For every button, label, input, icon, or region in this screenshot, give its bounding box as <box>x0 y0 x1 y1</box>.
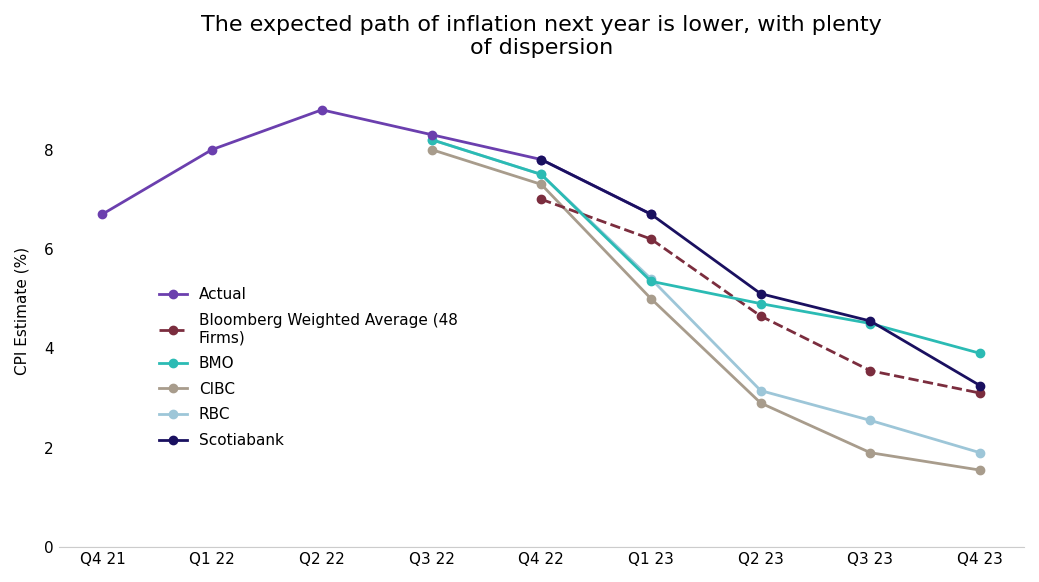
CIBC <box>535 181 548 188</box>
CIBC <box>425 146 437 153</box>
Line: BMO: BMO <box>427 136 984 357</box>
Actual <box>97 211 109 218</box>
CIBC <box>754 399 767 406</box>
Line: CIBC: CIBC <box>427 146 984 474</box>
Actual <box>645 211 658 218</box>
BMO <box>754 300 767 307</box>
Actual <box>316 107 328 113</box>
Scotiabank <box>645 211 658 218</box>
Bloomberg Weighted Average (48
Firms) <box>535 196 548 203</box>
Line: Scotiabank: Scotiabank <box>537 155 984 390</box>
Line: RBC: RBC <box>427 136 984 457</box>
BMO <box>864 320 877 327</box>
BMO <box>974 350 986 357</box>
RBC <box>425 136 437 143</box>
Line: Bloomberg Weighted Average (48
Firms): Bloomberg Weighted Average (48 Firms) <box>537 195 984 398</box>
Scotiabank <box>864 318 877 325</box>
RBC <box>864 417 877 424</box>
BMO <box>645 278 658 285</box>
Scotiabank <box>535 156 548 163</box>
RBC <box>645 275 658 282</box>
Actual <box>206 146 218 153</box>
Title: The expected path of inflation next year is lower, with plenty
of dispersion: The expected path of inflation next year… <box>201 15 882 58</box>
Bloomberg Weighted Average (48
Firms) <box>864 367 877 374</box>
BMO <box>425 136 437 143</box>
Scotiabank <box>754 290 767 297</box>
Bloomberg Weighted Average (48
Firms) <box>645 236 658 243</box>
Y-axis label: CPI Estimate (%): CPI Estimate (%) <box>15 247 30 375</box>
RBC <box>535 171 548 178</box>
CIBC <box>974 467 986 474</box>
Legend: Actual, Bloomberg Weighted Average (48
Firms), BMO, CIBC, RBC, Scotiabank: Actual, Bloomberg Weighted Average (48 F… <box>153 281 463 454</box>
Bloomberg Weighted Average (48
Firms) <box>754 313 767 320</box>
BMO <box>535 171 548 178</box>
RBC <box>974 449 986 456</box>
Actual <box>425 131 437 138</box>
RBC <box>754 387 767 394</box>
Actual <box>535 156 548 163</box>
Bloomberg Weighted Average (48
Firms) <box>974 389 986 396</box>
Scotiabank <box>974 382 986 389</box>
Line: Actual: Actual <box>99 106 656 218</box>
CIBC <box>864 449 877 456</box>
CIBC <box>645 295 658 302</box>
